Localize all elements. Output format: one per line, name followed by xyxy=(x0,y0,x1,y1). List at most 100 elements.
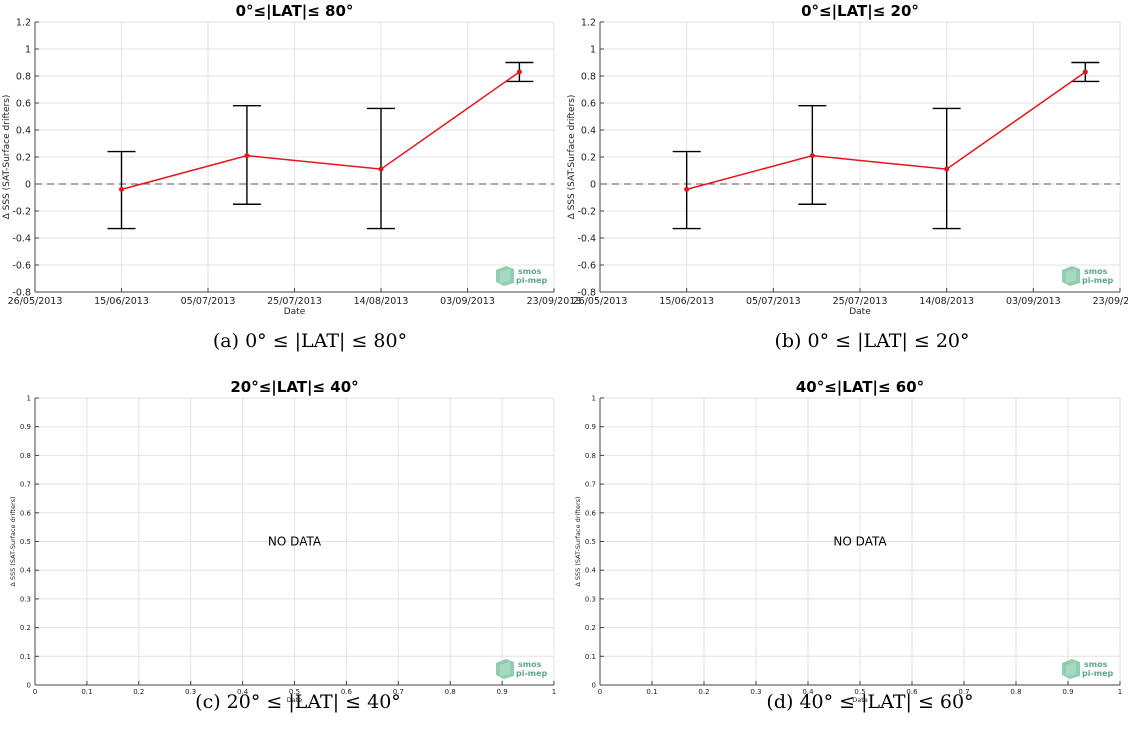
chart-title: 0°≤|LAT|≤ 80° xyxy=(236,2,354,21)
y-tick-label: -0.4 xyxy=(577,234,596,245)
chart-panel-2: 26/05/2013 15/06/2013 05/07/2013 25/07/2013… xyxy=(567,2,1128,352)
subfigure-caption: (a) 0° ≤ |LAT| ≤ 80° xyxy=(213,330,407,352)
y-tick-label: 0.7 xyxy=(585,481,596,489)
data-point xyxy=(1082,69,1088,75)
y-tick-label: 0.8 xyxy=(20,452,31,460)
x-tick-label: 0.8 xyxy=(1010,688,1021,696)
logo-text-smos: smos xyxy=(518,267,542,276)
y-tick-label: 0.6 xyxy=(581,99,596,110)
y-tick-label: 0 xyxy=(27,682,31,690)
y-tick-label: 0.4 xyxy=(16,126,31,137)
logo-text-pimep: pi-mep xyxy=(516,276,548,285)
chart-title: 20°≤|LAT|≤ 40° xyxy=(230,378,358,397)
y-tick-label: 0.5 xyxy=(20,538,31,546)
x-tick-label: 0.5 xyxy=(289,688,300,696)
series-line xyxy=(121,71,520,191)
x-tick-label: 25/07/2013 xyxy=(267,296,322,307)
x-tick-label: 23/09/2013 xyxy=(1093,296,1128,307)
y-tick-label: 0.6 xyxy=(585,509,597,517)
x-tick-label: 0.8 xyxy=(445,688,456,696)
subfigure-caption: (c) 20° ≤ |LAT| ≤ 40° xyxy=(195,691,401,713)
x-tick-label: 26/05/2013 xyxy=(8,296,63,307)
x-tick-label: 14/08/2013 xyxy=(354,296,409,307)
y-tick-label: -0.8 xyxy=(12,288,31,299)
x-tick-label: 05/07/2013 xyxy=(746,296,801,307)
y-tick-label: 0 xyxy=(25,180,31,191)
data-point xyxy=(944,166,950,172)
y-tick-label: 1.2 xyxy=(581,18,596,29)
y-tick-label: 1.2 xyxy=(16,18,31,29)
y-tick-label: 0.5 xyxy=(585,538,596,546)
x-tick-label: 0.2 xyxy=(133,688,144,696)
y-tick-label: 0.4 xyxy=(585,567,597,575)
data-point xyxy=(809,153,815,159)
y-axis-label: Δ SSS (SAT-Surface drifters) xyxy=(574,496,582,586)
x-tick-label: 15/06/2013 xyxy=(94,296,149,307)
x-tick-label: 0 xyxy=(33,688,37,696)
data-point xyxy=(244,153,250,159)
chart-panel-3: 0 0.1 0.2 0.3 0.4 0.5 0.6 0.7 0.8 0.9 1 0 0.1 0.2 0.3 0… xyxy=(9,378,556,713)
x-tick-label: 05/07/2013 xyxy=(181,296,236,307)
y-tick-label: 0.8 xyxy=(585,452,596,460)
chart-panel-4: 0 0.1 0.2 0.3 0.4 0.5 0.6 0.7 0.8 0.9 1 0 0.1 0.2 0.3 0… xyxy=(574,378,1122,713)
no-data-label: NO DATA xyxy=(833,535,887,549)
y-tick-label: 0.2 xyxy=(581,153,596,164)
x-tick-label: 0.3 xyxy=(750,688,761,696)
data-point xyxy=(378,166,384,172)
logo-text-pimep: pi-mep xyxy=(1082,669,1114,678)
logo-text-smos: smos xyxy=(1084,267,1108,276)
y-tick-label: 1 xyxy=(25,45,31,56)
chart-panel-1: 26/05/2013 15/06/2013 05/07/2013 25/07/2013… xyxy=(2,2,581,352)
logo-icon-facet xyxy=(500,269,510,283)
y-tick-label: 0.2 xyxy=(585,624,596,632)
chart-title: 0°≤|LAT|≤ 20° xyxy=(801,2,919,21)
data-point xyxy=(119,186,124,192)
y-tick-label: 0.4 xyxy=(20,567,32,575)
x-tick-label: 0.7 xyxy=(958,688,969,696)
chart-title: 40°≤|LAT|≤ 60° xyxy=(796,378,924,397)
x-axis-label: Date xyxy=(849,307,871,317)
x-tick-label: 26/05/2013 xyxy=(573,296,628,307)
logo-text-smos: smos xyxy=(1084,660,1108,669)
x-tick-label: 0.9 xyxy=(1062,688,1073,696)
y-tick-label: 0.2 xyxy=(20,624,31,632)
x-tick-label: 25/07/2013 xyxy=(833,296,888,307)
x-tick-label: 0.3 xyxy=(185,688,196,696)
y-tick-label: 0.6 xyxy=(16,99,31,110)
y-tick-label: 0.9 xyxy=(20,423,31,431)
logo-text-pimep: pi-mep xyxy=(516,669,548,678)
logo-text-smos: smos xyxy=(518,660,542,669)
y-tick-label: 0.7 xyxy=(20,481,31,489)
y-tick-label: 0.4 xyxy=(581,126,596,137)
x-tick-label: 1 xyxy=(1118,688,1122,696)
x-tick-label: 0.9 xyxy=(497,688,508,696)
subfigure-caption: (b) 0° ≤ |LAT| ≤ 20° xyxy=(774,330,969,352)
no-data-label: NO DATA xyxy=(268,535,322,549)
y-tick-label: 1 xyxy=(27,395,31,403)
x-tick-label: 0.6 xyxy=(906,688,918,696)
data-point xyxy=(516,69,522,75)
y-tick-label: 0.2 xyxy=(16,153,31,164)
x-tick-label: 0.5 xyxy=(854,688,865,696)
y-tick-label: 0.1 xyxy=(585,653,596,661)
y-tick-label: 0.6 xyxy=(20,509,32,517)
x-tick-label: 0.4 xyxy=(237,688,249,696)
logo-icon-facet xyxy=(1066,662,1076,676)
y-tick-label: -0.2 xyxy=(12,207,31,218)
x-tick-label: 15/06/2013 xyxy=(659,296,714,307)
y-tick-label: 0.3 xyxy=(585,595,596,603)
x-tick-label: 0.7 xyxy=(393,688,404,696)
x-tick-label: 0.1 xyxy=(81,688,92,696)
x-tick-label: 03/09/2013 xyxy=(1006,296,1061,307)
y-tick-label: -0.6 xyxy=(577,261,596,272)
subfigure-caption: (d) 40° ≤ |LAT| ≤ 60° xyxy=(766,691,973,713)
data-point xyxy=(684,186,690,192)
x-tick-label: 0 xyxy=(598,688,602,696)
logo-icon-facet xyxy=(1066,269,1076,283)
logo-icon-facet xyxy=(500,662,510,676)
x-tick-label: 0.4 xyxy=(802,688,814,696)
x-tick-label: 0.1 xyxy=(646,688,657,696)
